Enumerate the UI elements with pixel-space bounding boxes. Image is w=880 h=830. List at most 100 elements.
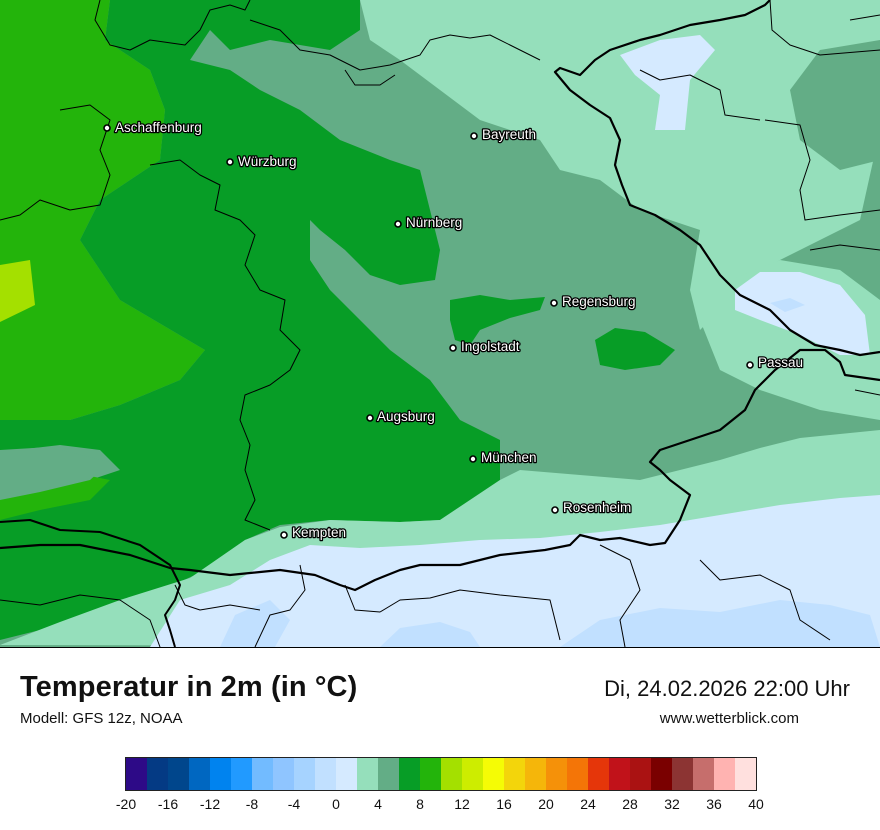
legend-tick-label: 4 [374,796,382,812]
temp-zone-4-6-southwest [0,447,110,500]
city-marker[interactable]: Aschaffenburg [103,119,203,136]
temp-zone-m2-0-alps-1 [220,600,290,647]
temp-zone-6-8-west [0,0,205,420]
temp-zone-0-2-north [620,35,715,130]
cities: Aschaffenburg Würzburg Bayreuth Nürnberg… [103,119,804,541]
legend-swatch [168,758,189,790]
temp-zone-0-2-alps [150,495,880,647]
temp-zone-8-10-main [0,0,500,640]
borders [0,0,880,647]
temp-zone-4-6-northeast-pocket [790,40,880,170]
legend-tick-label: 12 [454,796,470,812]
city-dot [449,344,457,352]
legend-swatch [399,758,420,790]
legend-swatch [210,758,231,790]
temp-zone-m2-0-alps-2 [560,600,880,647]
legend-tick-label: 32 [664,796,680,812]
legend-swatch [420,758,441,790]
legend-tick-label: 0 [332,796,340,812]
city-marker[interactable]: Augsburg [366,408,436,425]
legend-swatch [651,758,672,790]
district-borders [0,0,880,647]
legend-tick-label: 40 [748,796,764,812]
city-label: Nürnberg [406,215,462,230]
city-marker[interactable]: Würzburg [226,153,298,170]
city-label: Würzburg [238,154,297,169]
city-dot [103,124,111,132]
legend-swatch [231,758,252,790]
city-marker[interactable]: Passau [746,354,804,371]
legend-swatch [315,758,336,790]
legend-tick-label: 16 [496,796,512,812]
city-marker[interactable]: Kempten [280,524,347,541]
city-marker[interactable]: Regensburg [550,293,637,310]
legend-swatch [441,758,462,790]
legend-swatch [336,758,357,790]
legend-tick-label: -16 [157,796,179,812]
city-label: Aschaffenburg [115,120,202,135]
website-link[interactable]: www.wetterblick.com [659,710,799,727]
legend-swatch [567,758,588,790]
legend-swatch [588,758,609,790]
city-dot [394,220,402,228]
legend-swatch [735,758,756,790]
legend-swatch [378,758,399,790]
map-canvas: Aschaffenburg Würzburg Bayreuth Nürnberg… [0,0,880,647]
legend-swatch [630,758,651,790]
city-label: München [481,450,537,465]
legend-tick-label: -8 [245,796,259,812]
color-legend [125,757,757,791]
legend-swatch [189,758,210,790]
legend-swatch [546,758,567,790]
temp-zone-0-2-passau [735,272,870,355]
state-border-bavaria [0,0,880,592]
city-label: Passau [758,355,803,370]
legend-tick-label: 20 [538,796,554,812]
legend-swatch [147,758,168,790]
legend-swatch [714,758,735,790]
legend-swatch [462,758,483,790]
legend-tick-label: -12 [199,796,221,812]
city-dot [551,506,559,514]
legend-swatch [525,758,546,790]
legend-swatch [357,758,378,790]
city-label: Rosenheim [563,500,631,515]
city-label: Ingolstadt [461,339,520,354]
legend-swatch [273,758,294,790]
legend-swatch [693,758,714,790]
city-label: Regensburg [562,294,636,309]
city-dot [470,132,478,140]
legend-tick-label: 24 [580,796,596,812]
city-marker[interactable]: München [469,449,538,466]
model-info: Modell: GFS 12z, NOAA [20,710,183,727]
forecast-datetime: Di, 24.02.2026 22:00 Uhr [604,676,850,701]
legend-tick-label: 8 [416,796,424,812]
legend-swatch [483,758,504,790]
temp-zone-m2-0-passau [770,298,805,312]
legend-swatch [609,758,630,790]
temp-zone-10-12 [0,260,35,322]
city-marker[interactable]: Bayreuth [470,126,537,143]
city-dot [550,299,558,307]
legend-swatch [294,758,315,790]
city-marker[interactable]: Ingolstadt [449,338,521,355]
temp-zone-m2-0-alps-3 [380,622,480,647]
temperature-map: Aschaffenburg Würzburg Bayreuth Nürnberg… [0,0,880,648]
city-label: Augsburg [377,409,435,424]
city-label: Bayreuth [482,127,536,142]
map-title: Temperatur in 2m (in °C) [20,671,358,703]
legend-swatch [126,758,147,790]
legend-tick-label: 28 [622,796,638,812]
country-border-switzerland [0,519,181,647]
legend-tick-label: 36 [706,796,722,812]
city-dot [746,361,754,369]
city-marker[interactable]: Nürnberg [394,214,464,231]
temp-zone-8-10-ingolstadt [450,295,545,345]
city-marker[interactable]: Rosenheim [551,499,633,516]
legend-swatch [672,758,693,790]
city-dot [280,531,288,539]
legend-tick-label: -4 [287,796,301,812]
legend-swatch [252,758,273,790]
legend-swatch [504,758,525,790]
city-dot [469,455,477,463]
